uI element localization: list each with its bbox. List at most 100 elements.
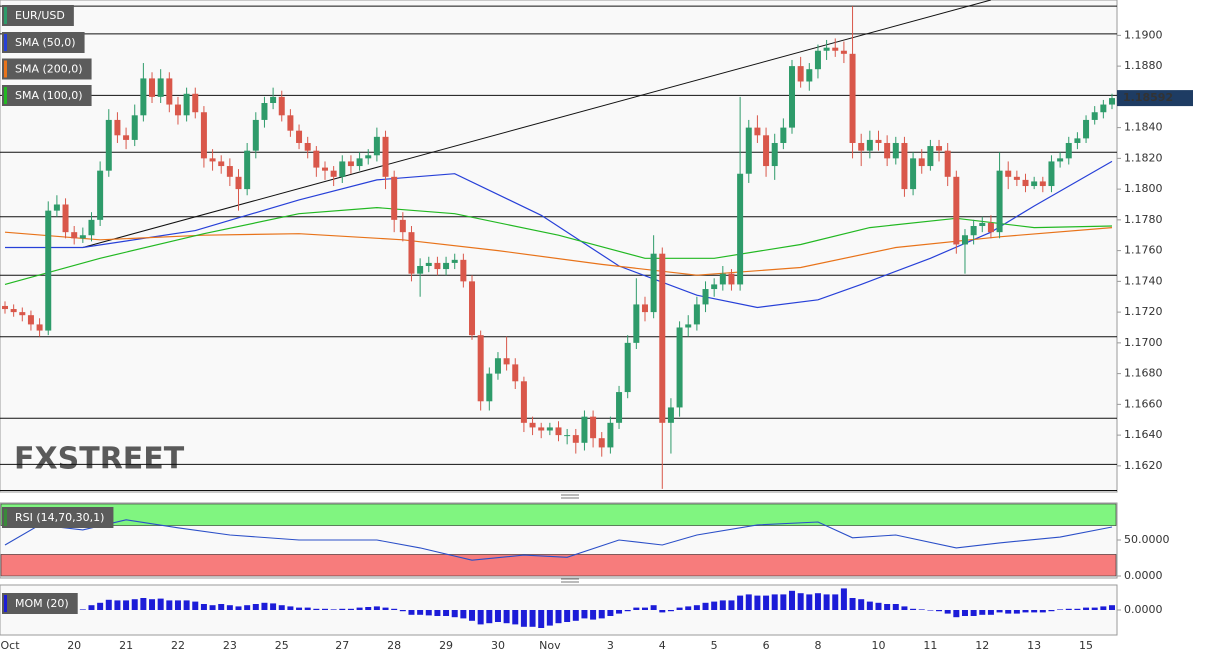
candle-body [131,115,138,140]
candle-body [252,119,259,151]
candle-body [174,104,181,116]
candle-body [572,435,579,443]
mom-bar [754,595,761,610]
mom-bar [278,605,285,610]
candle-body [754,127,761,136]
mom-bar [174,600,181,610]
candle-body [918,158,925,167]
mom-bar [564,610,571,622]
mom-bar [1005,610,1012,614]
mom-bar [123,600,130,610]
mom-bar [218,604,225,610]
mom-bar [1100,606,1107,610]
legend-swatch [4,509,7,526]
x-tick-label: 21 [119,639,133,652]
mom-bar [200,604,207,610]
y-tick-label: 1.1880 [1124,59,1163,72]
x-tick-label: 4 [659,639,666,652]
mom-bar [814,593,821,610]
candle-body [10,309,17,313]
trendline [82,0,992,248]
y-tick-label: 1.1700 [1124,336,1163,349]
mom-bar [408,610,415,615]
candle-body [987,222,994,233]
mom-bar [719,600,726,610]
mom-bar [287,606,294,610]
candle-body [546,427,553,431]
candle-body [97,170,104,220]
mom-bar [1057,609,1064,610]
candle-body [1091,112,1098,120]
mom-bar [633,607,640,610]
mom-bar [469,610,476,621]
candle-body [520,381,527,423]
candle-body [114,119,121,136]
candle-body [166,78,173,105]
candle-body [278,96,285,116]
mom-bar [235,606,242,610]
candle-body [339,161,346,177]
legend-label: EUR/USD [15,9,65,22]
mom-bar [520,610,527,627]
candle-body [365,155,372,159]
mom-bar [252,604,259,610]
mom-bar [927,610,934,611]
candle-body [996,170,1003,233]
candle-body [71,232,78,239]
candle-body [944,150,951,177]
candle-body [936,146,943,151]
candle-body [633,304,640,343]
mom-bar [443,610,450,616]
candle-body [417,265,424,274]
candle-body [927,146,934,167]
legend-label: MOM (20) [15,597,69,610]
mom-bar [780,594,787,610]
candle-body [875,139,882,143]
mom-bar [676,607,683,610]
candle-body [469,281,476,336]
candle-body [503,358,510,365]
legend-box [2,507,114,528]
y-tick-label: 1.1660 [1124,397,1163,410]
candle-body [1005,170,1012,177]
candle-body [45,210,52,331]
candle-body [512,364,519,382]
mom-bar [961,610,968,616]
candle-body [287,115,294,131]
price-tag [1117,90,1193,107]
candle-body [1057,158,1064,162]
candle-body [1048,161,1055,187]
legend-label: SMA (200,0) [15,63,83,76]
mom-bar [572,610,579,621]
candle-body [693,304,700,325]
mom-bar [806,594,813,610]
mom-bar [149,599,156,610]
candle-body [789,66,796,128]
mom-bar [581,610,588,619]
candle-body [1013,176,1020,180]
candle-body [641,304,648,313]
mom-bar [763,595,770,610]
price-tag-label: 1.18592 [1123,91,1173,104]
y-tick-label: 1.1900 [1124,28,1163,41]
x-tick-label: 12 [975,639,989,652]
candle-body [192,93,199,113]
sma-line [4,227,1113,276]
y-tick-label: 1.1720 [1124,305,1163,318]
candle-body [1074,138,1081,143]
mom-bar [382,607,389,610]
x-tick-label: 11 [923,639,937,652]
mom-bar [79,609,86,610]
mom-bar [685,606,692,610]
candle-body [62,204,69,233]
mom-bar [641,607,648,610]
mom-bar [987,610,994,615]
sma-line [5,160,1113,309]
mom-bar [901,606,908,610]
candle-body [140,78,147,116]
legend-box [2,5,74,26]
legend-swatch [4,7,7,24]
candle-body [910,158,917,190]
mom-bar [166,600,173,610]
candle-body [382,136,389,177]
